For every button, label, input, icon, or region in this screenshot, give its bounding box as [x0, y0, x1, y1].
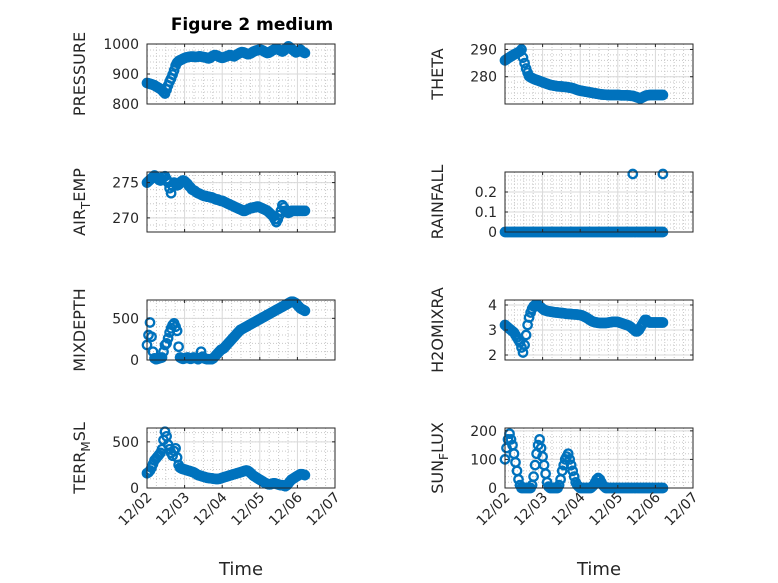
y-axis-label-subscript: M [79, 441, 93, 451]
y-tick-label: 0 [130, 481, 139, 497]
data-point [564, 454, 576, 465]
series-air-temp [141, 170, 311, 228]
subplot-mixdepth: 0 500 MIXDEPTH [70, 288, 336, 372]
y-axis-label: PRESSURE [70, 32, 89, 116]
y-axis-label-subscript: T [79, 201, 93, 210]
y-axis-label-tail: LUX [428, 422, 447, 453]
data-point [562, 448, 574, 460]
data-point [173, 341, 184, 353]
data-point [299, 305, 311, 317]
data-point [520, 329, 532, 341]
data-point [299, 469, 311, 481]
y-axis-label-main: AIR [70, 209, 89, 236]
x-axis-label: Time [218, 559, 263, 580]
y-tick-label: 2 [488, 348, 497, 364]
data-point [528, 471, 539, 482]
data-point [627, 168, 639, 180]
data-point [505, 434, 517, 445]
y-tick-label: 290 [470, 42, 497, 58]
subplot-pressure: 800 900 1000 PRESSURE [70, 32, 336, 116]
y-axis-label: SUNFLUX [428, 422, 451, 494]
figure-title: Figure 2 medium [171, 15, 333, 35]
series-pressure [141, 41, 311, 99]
y-axis-label: THETA [428, 48, 447, 100]
y-axis-label-tail: SL [70, 422, 89, 441]
series-h2omixra [499, 299, 669, 358]
y-tick-label: 275 [112, 176, 139, 192]
data-point [553, 479, 565, 491]
y-tick-label: 3 [488, 323, 497, 339]
data-point [657, 89, 669, 101]
data-point [556, 465, 568, 477]
data-point [171, 325, 183, 337]
y-axis-label: RAINFALL [428, 165, 447, 240]
data-point [299, 47, 311, 59]
data-point [156, 352, 168, 363]
y-tick-label: 0.1 [475, 205, 497, 221]
y-tick-label: 200 [470, 424, 497, 440]
y-axis-label: H2OMIXRA [428, 287, 447, 373]
series-mixdepth [141, 296, 311, 365]
data-point [299, 205, 311, 217]
data-point [161, 337, 172, 349]
y-tick-label: 800 [112, 97, 139, 113]
y-tick-label: 500 [112, 435, 139, 451]
y-tick-label: 280 [470, 70, 497, 86]
subplot-h2omixra: 2 3 4 H2OMIXRA [428, 287, 694, 373]
series-terr-msl [141, 426, 311, 492]
data-point [565, 459, 577, 471]
axes-box [504, 171, 694, 233]
data-point [517, 52, 529, 63]
y-tick-label: 0 [130, 353, 139, 369]
y-axis-label-tail: EMP [70, 168, 89, 202]
axes-box [146, 299, 336, 361]
y-axis-label-main: TERR [70, 452, 89, 495]
y-axis-label: AIRTEMP [70, 168, 93, 236]
x-axis-label: Time [576, 559, 621, 580]
axes-box [146, 427, 336, 489]
data-point [519, 57, 530, 69]
data-point [657, 168, 669, 180]
y-tick-label: 0 [488, 225, 497, 241]
y-tick-label: 100 [470, 452, 497, 468]
data-point [162, 332, 174, 344]
y-tick-label: 4 [488, 298, 497, 314]
data-point [657, 317, 669, 328]
subplot-theta: 280 290 THETA [428, 42, 694, 105]
data-point [523, 312, 535, 323]
y-tick-label: 0 [488, 481, 497, 497]
subplot-air-temp: 270 275 AIRTEMP [70, 168, 336, 236]
axes-box [504, 427, 694, 489]
data-point [519, 339, 530, 351]
y-tick-label: 0.2 [475, 185, 497, 201]
y-tick-label: 270 [112, 211, 139, 227]
y-tick-label: 900 [112, 67, 139, 83]
y-axis-label: TERRMSL [70, 422, 93, 495]
axes-box [146, 171, 336, 233]
series-theta [499, 44, 669, 104]
y-axis-label-main: SUN [428, 460, 447, 494]
y-axis-label-subscript: F [437, 453, 451, 460]
y-tick-label: 500 [112, 311, 139, 327]
data-point [567, 465, 579, 477]
minor-grid [505, 171, 693, 233]
axes-box [504, 43, 694, 105]
y-axis-label: MIXDEPTH [70, 288, 89, 371]
y-tick-label: 1000 [103, 37, 139, 53]
subplot-rainfall: 0 0.1 0.2 RAINFALL [428, 165, 694, 241]
